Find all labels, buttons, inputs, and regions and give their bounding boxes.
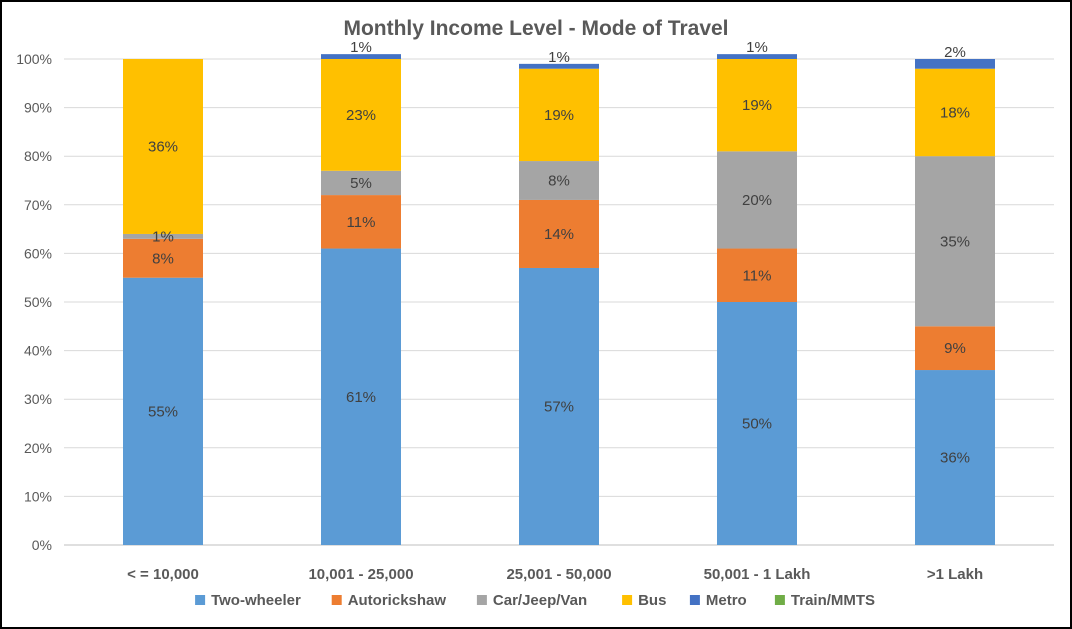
data-label: 5% [350, 175, 372, 192]
legend-swatch [622, 595, 633, 605]
data-label: 50% [742, 416, 772, 433]
y-tick-label: 60% [24, 245, 52, 261]
data-label: 61% [346, 389, 376, 406]
bars [123, 54, 995, 546]
data-label: 19% [544, 107, 574, 124]
legend-label: Two-wheeler [211, 592, 301, 609]
data-labels: 55% 8% 1% 36% 61% 11% 5% 23% 1% 57% 14% 8% 19% 1% 50% 1… [148, 39, 970, 466]
bar-segment-metro [717, 54, 797, 59]
data-label: 14% [544, 226, 574, 243]
y-tick-label: 50% [24, 294, 52, 310]
bar-segment-autorickshaw [717, 248, 797, 302]
data-label: 36% [940, 450, 970, 467]
x-tick-label: < = 10,000 [127, 566, 199, 583]
bar-segment-bus [519, 68, 599, 162]
x-axis: < = 10,000 10,001 - 25,000 25,001 - 50,000… [127, 566, 983, 583]
legend: Two-wheeler Autorickshaw Car/Jeep/Van Bus Me… [195, 592, 875, 609]
bar-segment-car-jeep-van [717, 151, 797, 249]
x-tick-label: 10,001 - 25,000 [308, 566, 413, 583]
legend-swatch [774, 595, 785, 605]
y-tick-label: 90% [24, 100, 52, 116]
legend-swatch [195, 595, 206, 605]
y-tick-label: 40% [24, 343, 52, 359]
y-tick-label: 100% [16, 51, 52, 67]
data-label: 1% [152, 228, 174, 245]
bar-segment-car-jeep-van [123, 233, 203, 239]
y-axis: 0% 10% 20% 30% 40% 50% 60% 70% 80% 90% 100% [16, 51, 52, 553]
y-tick-label: 0% [32, 537, 52, 553]
bar-segment-two-wheeler [915, 370, 995, 545]
x-tick-label: >1 Lakh [927, 566, 983, 583]
bar-segment-bus [123, 59, 203, 234]
data-label: 11% [743, 267, 772, 284]
data-label: 19% [742, 97, 772, 114]
data-label: 8% [548, 173, 570, 190]
legend-swatch [331, 595, 342, 605]
y-tick-label: 80% [24, 148, 52, 164]
data-label: 35% [940, 233, 970, 250]
legend-swatch [689, 595, 700, 605]
data-label: 8% [152, 250, 174, 267]
y-tick-label: 20% [24, 440, 52, 456]
bar-segment-metro [321, 54, 401, 59]
bar-segment-bus [717, 59, 797, 152]
bar-segment-autorickshaw [321, 195, 401, 249]
bar-segment-two-wheeler [321, 248, 401, 546]
data-label: 18% [940, 104, 970, 121]
legend-label: Train/MMTS [791, 592, 875, 609]
bar-segment-car-jeep-van [519, 161, 599, 200]
bar-segment-two-wheeler [123, 277, 203, 545]
x-tick-label: 50,001 - 1 Lakh [704, 566, 811, 583]
legend-label: Bus [638, 592, 666, 609]
bar-segment-car-jeep-van [321, 170, 401, 196]
bar-segment-metro [519, 63, 599, 69]
bar-segment-autorickshaw [123, 238, 203, 278]
bar-segment-bus [915, 68, 995, 157]
bar-segment-two-wheeler [519, 267, 599, 545]
legend-label: Metro [706, 592, 747, 609]
bar-segment-metro [915, 59, 995, 69]
data-label: 2% [944, 44, 966, 61]
legend-label: Car/Jeep/Van [493, 592, 587, 609]
data-label: 11% [347, 214, 376, 231]
y-tick-label: 70% [24, 197, 52, 213]
bar-segment-autorickshaw [519, 199, 599, 268]
bar-segment-bus [321, 59, 401, 171]
x-tick-label: 25,001 - 50,000 [506, 566, 611, 583]
legend-label: Autorickshaw [348, 592, 447, 609]
data-label: 1% [746, 39, 768, 56]
bar-segment-autorickshaw [915, 326, 995, 371]
data-label: 1% [548, 49, 570, 66]
bar-segment-car-jeep-van [915, 156, 995, 327]
chart-title: Monthly Income Level - Mode of Travel [343, 17, 728, 40]
data-label: 55% [148, 403, 178, 420]
y-tick-label: 30% [24, 391, 52, 407]
bar-segment-two-wheeler [717, 302, 797, 545]
legend-swatch [476, 595, 487, 605]
data-label: 20% [742, 192, 772, 209]
y-tick-label: 10% [24, 488, 52, 504]
data-label: 57% [544, 398, 574, 415]
data-label: 23% [346, 107, 376, 124]
data-label: 9% [944, 340, 966, 357]
data-label: 1% [350, 39, 372, 56]
data-label: 36% [148, 138, 178, 155]
